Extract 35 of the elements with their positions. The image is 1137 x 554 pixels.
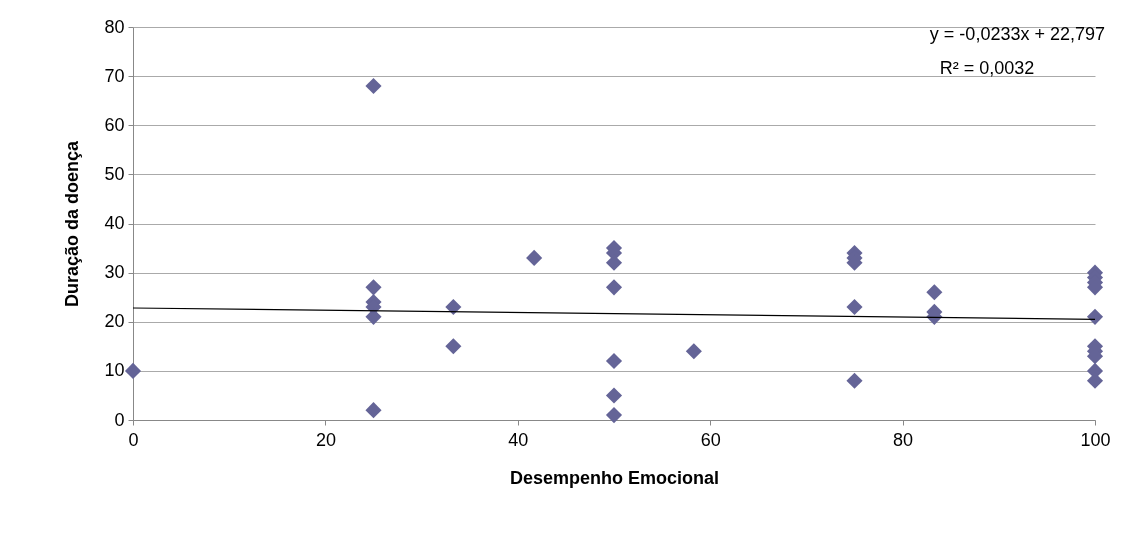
x-tick-label: 40 [508, 429, 529, 450]
x-tick-label: 20 [315, 429, 336, 450]
y-tick-label: 70 [104, 65, 125, 86]
point [124, 362, 142, 379]
point [526, 249, 543, 266]
x-tick-label: 0 [128, 429, 139, 450]
y-axis-title: Duração da doença [62, 139, 83, 308]
point [445, 338, 462, 355]
annotation: R² = 0,0032 [939, 58, 1035, 78]
point [365, 77, 382, 95]
annotation: y = -0,0233x + 22,797 [929, 24, 1105, 44]
y-tick-label: 40 [104, 213, 125, 233]
point [846, 372, 863, 389]
point [605, 387, 623, 404]
y-tick-label: 60 [104, 114, 125, 135]
point [445, 298, 462, 316]
y-tick-label: 80 [104, 16, 125, 37]
x-tick-label: 100 [1080, 429, 1111, 450]
point [605, 407, 623, 424]
y-tick-label: 10 [104, 360, 125, 381]
point [846, 298, 863, 316]
y-tick-label: 20 [104, 311, 125, 332]
point [685, 343, 702, 360]
point [365, 402, 382, 419]
y-tick-label: 0 [114, 409, 125, 430]
point [365, 279, 382, 296]
point [605, 279, 623, 296]
y-tick-label: 50 [104, 163, 125, 184]
point [605, 352, 623, 370]
point [926, 284, 943, 301]
x-axis-title: Desempenho Emocional [509, 467, 720, 488]
y-tick-label: 30 [104, 262, 125, 283]
point [1086, 308, 1104, 325]
x-tick-label: 60 [700, 429, 721, 450]
x-tick-label: 80 [893, 429, 914, 450]
